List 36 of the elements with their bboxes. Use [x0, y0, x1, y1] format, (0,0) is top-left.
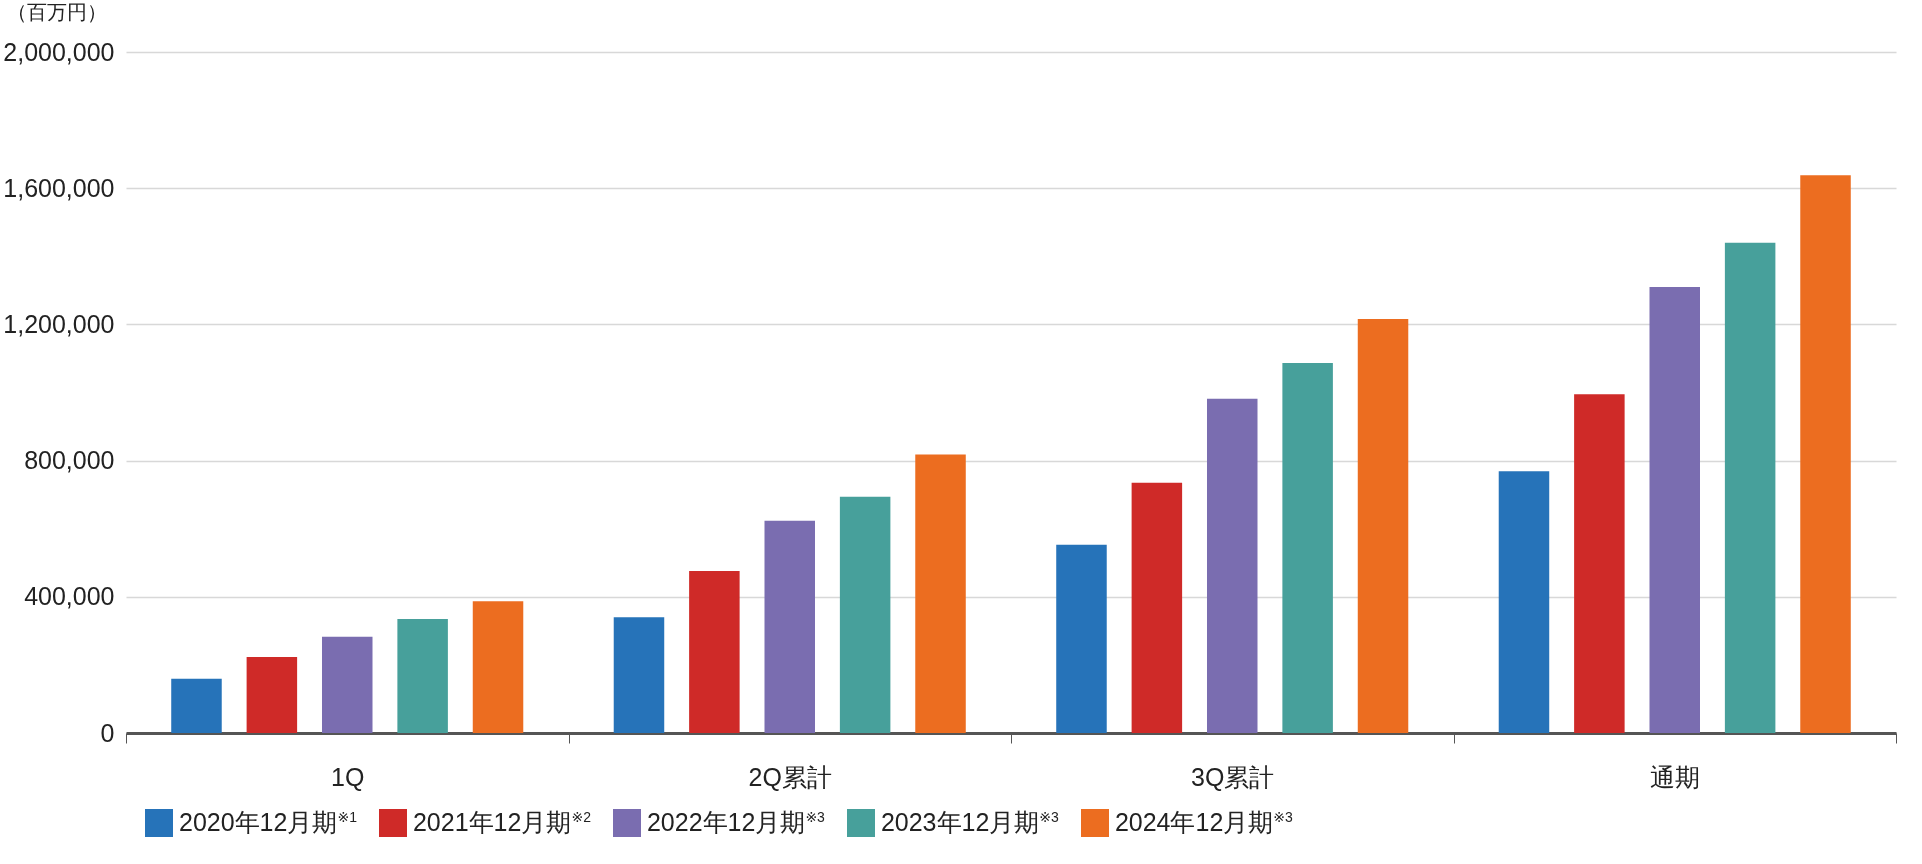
y-axis-title: （百万円） — [6, 0, 107, 23]
bar — [397, 618, 448, 733]
y-tick-label: 2,000,000 — [3, 37, 115, 66]
bar — [839, 496, 891, 733]
bar — [1724, 242, 1776, 733]
legend-label: 2021年12月期$^{※2}$ — [412, 807, 591, 838]
bar — [1574, 394, 1625, 733]
bar — [246, 657, 298, 733]
legend-label: 2023年12月期$^{※3}$ — [880, 807, 1059, 838]
bar — [915, 454, 966, 733]
bar — [1800, 175, 1851, 733]
bar — [1282, 362, 1333, 733]
y-tick-label: 1,200,000 — [3, 309, 115, 338]
y-tick-label: 800,000 — [24, 446, 115, 475]
x-tick-label: 2Q累計 — [748, 762, 832, 791]
y-tick-label: 400,000 — [24, 582, 115, 611]
bar — [613, 617, 665, 733]
bar — [1207, 398, 1258, 733]
bar — [171, 678, 222, 733]
bar — [689, 570, 740, 733]
legend-label: 2022年12月期$^{※3}$ — [646, 807, 825, 838]
bar — [1357, 318, 1409, 733]
bar — [764, 520, 815, 733]
bar — [472, 601, 524, 733]
legend-label: 2024年12月期$^{※3}$ — [1114, 807, 1293, 838]
bar — [1131, 482, 1183, 733]
y-tick-label: 1,600,000 — [3, 173, 115, 202]
bar — [322, 636, 373, 733]
x-tick-label: 1Q — [331, 762, 365, 791]
y-tick-label: 0 — [100, 718, 115, 747]
x-tick-label: 通期 — [1650, 762, 1701, 791]
legend-label: 2020年12月期$^{※1}$ — [179, 807, 357, 838]
bar — [1498, 471, 1550, 733]
x-tick-label: 3Q累計 — [1191, 762, 1275, 791]
bar — [1649, 286, 1700, 733]
bar — [1056, 544, 1107, 733]
